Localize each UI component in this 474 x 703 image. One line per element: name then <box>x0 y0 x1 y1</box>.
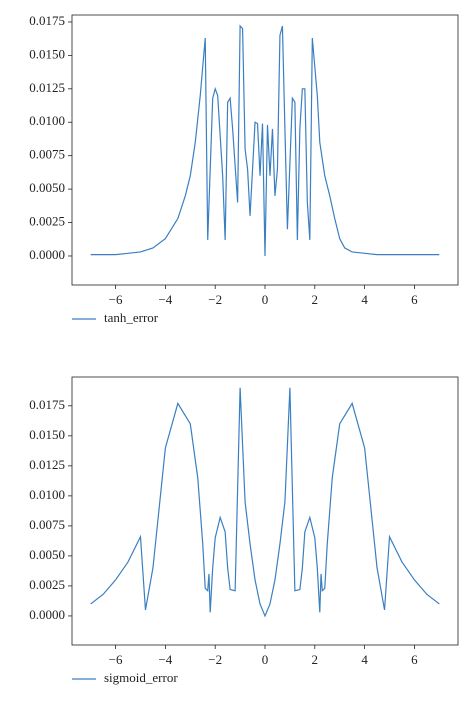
x-tick-label: −2 <box>208 292 222 307</box>
x-tick-label: 6 <box>411 652 418 667</box>
x-tick-label: 0 <box>262 292 269 307</box>
data-line <box>90 24 440 256</box>
y-tick-label: 0.0075 <box>29 147 65 162</box>
x-tick-label: −4 <box>158 292 172 307</box>
y-tick-label: 0.0150 <box>29 427 65 442</box>
y-tick-label: 0.0025 <box>29 577 65 592</box>
x-tick-label: 2 <box>312 652 319 667</box>
y-tick-label: 0.0050 <box>29 547 65 562</box>
y-tick-label: 0.0125 <box>29 80 65 95</box>
axes-frame <box>71 376 459 646</box>
y-tick-label: 0.0100 <box>29 487 65 502</box>
data-line <box>90 387 440 618</box>
x-tick-label: −6 <box>109 292 123 307</box>
x-tick-label: −6 <box>109 652 123 667</box>
y-tick-label: 0.0175 <box>29 397 65 412</box>
y-tick-label: 0.0050 <box>29 180 65 195</box>
y-tick-label: 0.0000 <box>29 247 65 262</box>
y-tick-label: 0.0150 <box>29 46 65 61</box>
x-tick-label: −2 <box>208 652 222 667</box>
legend-label: tanh_error <box>104 310 159 325</box>
y-tick-label: 0.0125 <box>29 457 65 472</box>
x-tick-label: 4 <box>361 652 368 667</box>
y-tick-label: 0.0100 <box>29 113 65 128</box>
x-tick-label: 4 <box>361 292 368 307</box>
x-tick-label: −4 <box>158 652 172 667</box>
x-tick-label: 0 <box>262 652 269 667</box>
x-tick-label: 6 <box>411 292 418 307</box>
y-tick-label: 0.0175 <box>29 13 65 28</box>
y-tick-label: 0.0025 <box>29 214 65 229</box>
legend-label: sigmoid_error <box>104 670 178 685</box>
y-tick-label: 0.0075 <box>29 517 65 532</box>
x-tick-label: 2 <box>312 292 319 307</box>
y-tick-label: 0.0000 <box>29 607 65 622</box>
